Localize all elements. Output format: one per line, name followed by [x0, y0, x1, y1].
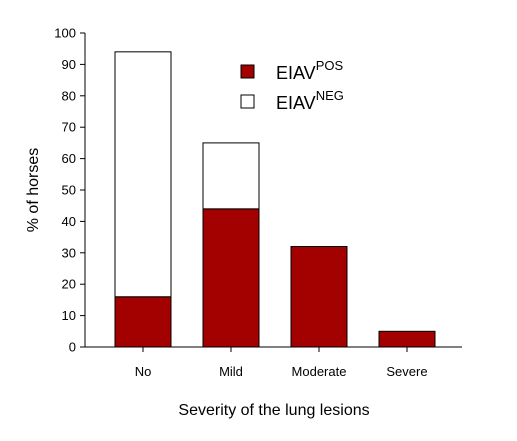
- y-tick-label: 20: [62, 277, 76, 292]
- legend-label: EIAVPOS: [276, 58, 343, 83]
- y-tick-label: 50: [62, 183, 76, 198]
- tick-labels: 0 10 20 30 40 50 60 70 80 90 100 No Mild Moderate Seve…: [54, 26, 427, 380]
- legend-label: EIAVNEG: [276, 88, 344, 113]
- y-tick-label: 60: [62, 151, 76, 166]
- y-tick-label: 90: [62, 57, 76, 72]
- y-tick-label: 100: [54, 26, 76, 41]
- x-axis-title: Severity of the lung lesions: [178, 402, 369, 419]
- bar-pos-moderate: [290, 246, 348, 348]
- y-tick-label: 40: [62, 214, 76, 229]
- y-axis-title: % of horses: [25, 148, 42, 232]
- bar-neg-mild: [202, 142, 260, 210]
- bars: [114, 51, 436, 348]
- legend-label-superscript: NEG: [316, 88, 344, 103]
- y-tick-label: 80: [62, 88, 76, 103]
- legend: EIAVPOS EIAVNEG: [240, 58, 344, 113]
- bar-pos-mild: [202, 208, 260, 348]
- bar-neg-no: [114, 51, 172, 298]
- legend-swatch: [240, 94, 255, 109]
- x-tick-label: Moderate: [292, 364, 347, 379]
- y-tick-label: 10: [62, 308, 76, 323]
- bar-pos-no: [114, 296, 172, 348]
- y-tick-label: 0: [69, 340, 76, 355]
- x-tick-label: No: [135, 364, 152, 379]
- legend-label-superscript: POS: [316, 58, 344, 73]
- bar-pos-severe: [378, 330, 436, 348]
- y-tick-label: 70: [62, 120, 76, 135]
- y-tick-label: 30: [62, 245, 76, 260]
- x-tick-label: Mild: [219, 364, 243, 379]
- legend-swatch: [240, 64, 255, 79]
- x-tick-label: Severe: [386, 364, 427, 379]
